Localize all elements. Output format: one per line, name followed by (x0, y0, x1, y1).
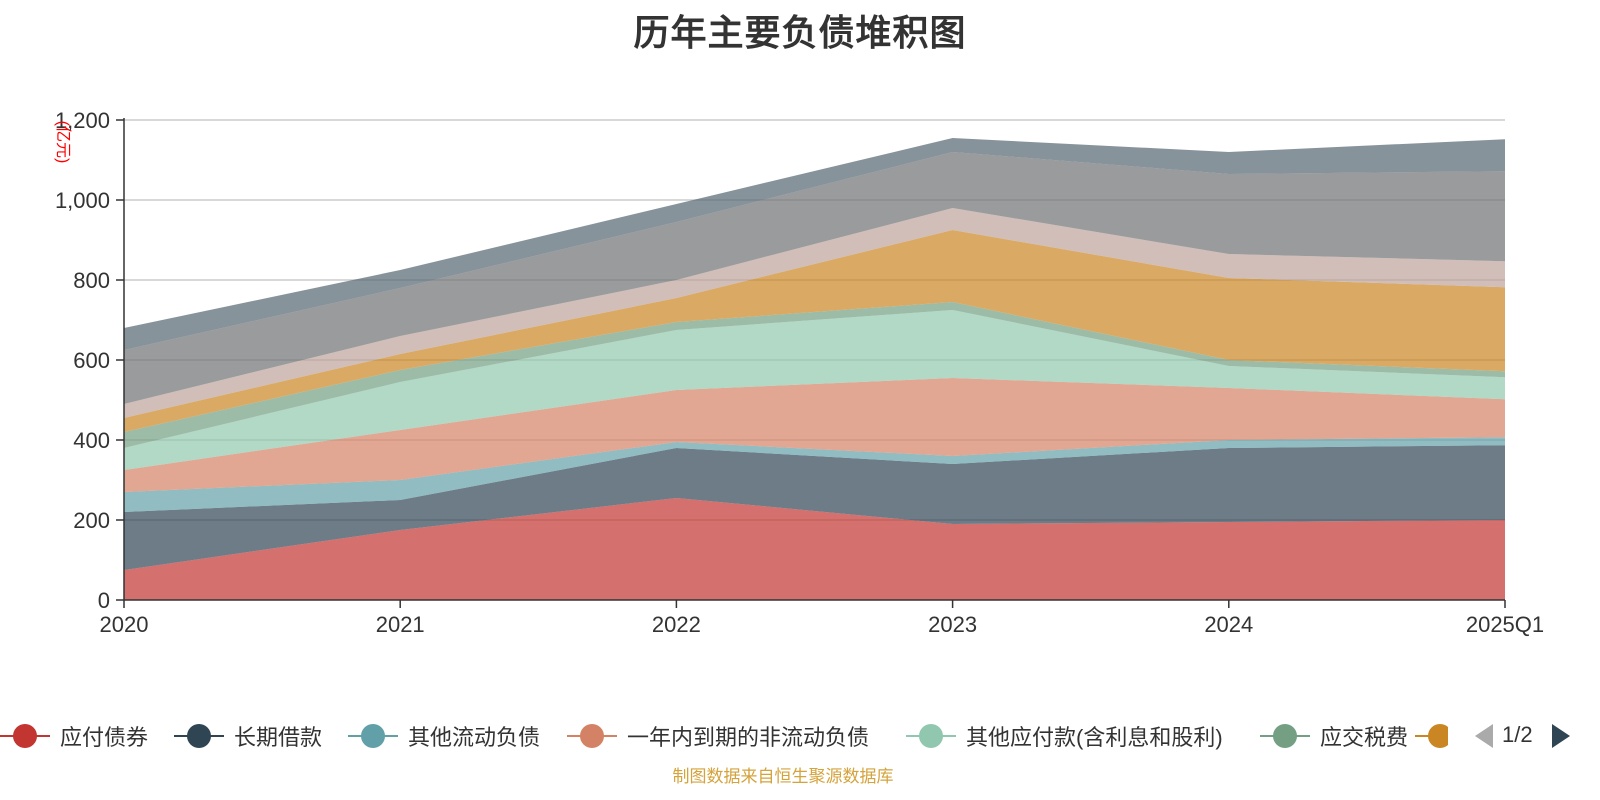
legend-marker-icon (174, 718, 224, 754)
legend-item[interactable]: 应交税费 (1260, 718, 1408, 754)
x-tick-label: 2020 (100, 612, 149, 637)
legend-marker-icon (1415, 718, 1448, 754)
area-series-8[interactable] (124, 152, 1505, 404)
area-series-9[interactable] (124, 138, 1505, 350)
legend-pager: 1/2 (1475, 718, 1600, 754)
x-tick-label: 2023 (928, 612, 977, 637)
area-series-5[interactable] (124, 302, 1505, 448)
legend-item[interactable]: 其他应付款(含利息和股利) (906, 718, 1223, 754)
legend-label: 长期借款 (234, 725, 323, 750)
y-tick-label: 400 (73, 428, 110, 453)
legend-next-page-icon[interactable] (1552, 724, 1570, 748)
legend-label: 其他应付款(含利息和股利) (966, 725, 1223, 750)
source-note: 制图数据来自恒生聚源数据库 (672, 767, 894, 786)
x-tick-label: 2024 (1204, 612, 1253, 637)
x-tick-label: 2025Q1 (1466, 612, 1544, 637)
area-series-3[interactable] (124, 378, 1505, 492)
area-series-1[interactable] (124, 445, 1505, 570)
y-tick-label: 200 (73, 508, 110, 533)
legend-label: 应付债券 (60, 725, 149, 750)
legend-label: 应交税费 (1320, 725, 1409, 750)
legend-item[interactable] (1415, 718, 1448, 754)
area-series-6[interactable] (124, 230, 1505, 432)
legend-marker-icon (1260, 718, 1310, 754)
area-series-0[interactable] (124, 498, 1505, 600)
legend-item[interactable]: 应付债券 (0, 718, 148, 754)
legend-marker-icon (567, 718, 617, 754)
y-tick-label: 1,200 (55, 108, 110, 133)
legend-label: 一年内到期的非流动负债 (627, 725, 870, 750)
legend-marker-icon (348, 718, 398, 754)
legend-page-indicator: 1/2 (1502, 722, 1533, 747)
chart-title: 历年主要负债堆积图 (633, 12, 967, 53)
y-tick-label: 1,000 (55, 188, 110, 213)
y-tick-label: 800 (73, 268, 110, 293)
x-tick-label: 2021 (376, 612, 425, 637)
legend-item[interactable]: 一年内到期的非流动负债 (567, 718, 869, 754)
stacked-areas (124, 138, 1505, 600)
x-tick-label: 2022 (652, 612, 701, 637)
legend-prev-page-icon[interactable] (1475, 724, 1493, 748)
y-tick-label: 600 (73, 348, 110, 373)
legend-item[interactable]: 其他流动负债 (348, 718, 540, 754)
area-series-2[interactable] (124, 437, 1505, 512)
y-unit-label: (亿元) (54, 121, 72, 164)
area-series-7[interactable] (124, 208, 1505, 418)
legend-item[interactable]: 长期借款 (174, 718, 322, 754)
legend: 应付债券 长期借款 其他流动负债 一年内到期的非流动负债 其他应付款(含利息和股利) 应交… (0, 718, 1600, 754)
legend-marker-icon (0, 718, 50, 754)
legend-label: 其他流动负债 (408, 725, 541, 750)
legend-marker-icon (906, 718, 956, 754)
axes: 0 200 400 600 800 1,000 1,200 2020 2021 2022 2023 2… (55, 108, 1544, 637)
y-tick-label: 0 (98, 588, 110, 613)
area-series-4[interactable] (124, 310, 1505, 470)
